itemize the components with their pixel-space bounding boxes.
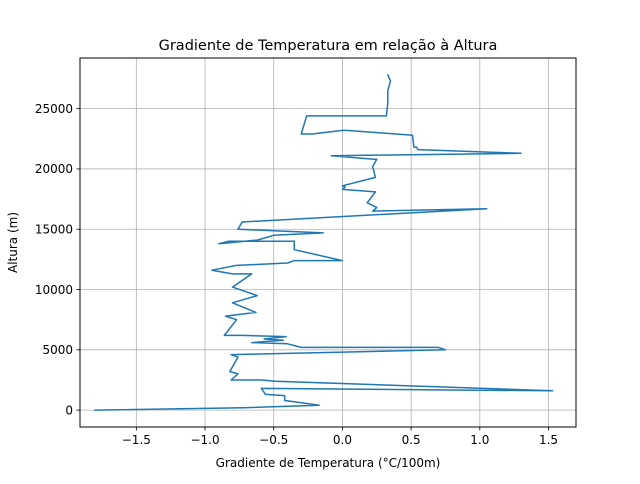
y-tick-label: 10000: [35, 283, 73, 297]
chart-title: Gradiente de Temperatura em relação à Al…: [159, 38, 498, 54]
y-tick-label: 15000: [35, 223, 73, 237]
x-tick-label: 1.5: [539, 433, 558, 447]
plot-frame: [79, 57, 577, 428]
x-tick-label: 0.5: [402, 433, 421, 447]
x-tick-label: 1.0: [470, 433, 489, 447]
y-tick-label: 25000: [35, 102, 73, 116]
series-layer: [94, 73, 554, 411]
grid: [80, 58, 576, 427]
y-tick-label: 20000: [35, 162, 73, 176]
y-tick-label: 0: [65, 403, 73, 417]
x-tick-label: −1.0: [190, 433, 219, 447]
x-tick-label: 0.0: [333, 433, 352, 447]
x-axis-title: Gradiente de Temperatura (°C/100m): [216, 456, 441, 470]
x-tick-label: −0.5: [259, 433, 288, 447]
y-axis-ticks: 0 5000 10000 15000 20000 25000: [35, 102, 80, 417]
x-tick-label: −1.5: [122, 433, 151, 447]
y-axis-title: Altura (m): [6, 212, 20, 273]
series-line: [94, 73, 554, 411]
y-tick-label: 5000: [42, 343, 73, 357]
x-axis-ticks: −1.5 −1.0 −0.5 0.0 0.5 1.0 1.5: [122, 427, 558, 447]
